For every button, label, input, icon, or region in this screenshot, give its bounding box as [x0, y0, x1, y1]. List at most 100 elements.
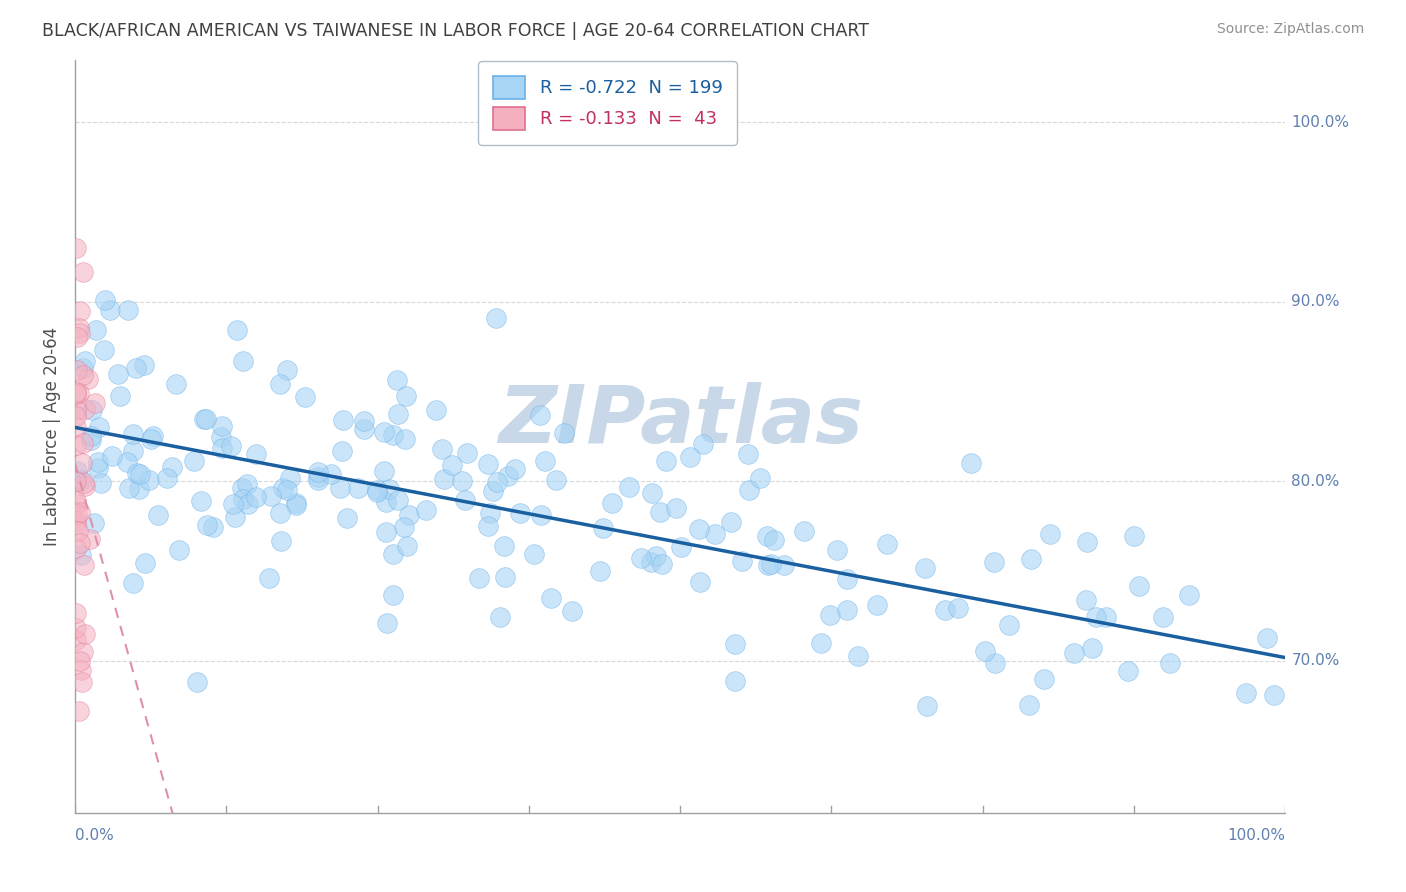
Point	[98, 302, 121, 317]
Point	[394, 389, 416, 403]
Point	[87, 420, 110, 434]
Point	[679, 450, 702, 464]
Point	[432, 442, 454, 457]
Point	[65, 497, 87, 511]
Point	[724, 637, 747, 651]
Point	[69, 320, 91, 334]
Point	[160, 460, 183, 475]
Point	[468, 570, 491, 584]
Point	[269, 506, 291, 520]
Point	[79, 429, 101, 443]
Legend: R = -0.722  N = 199, R = -0.133  N =  43: R = -0.722 N = 199, R = -0.133 N = 43	[478, 61, 737, 145]
Text: 0.0%: 0.0%	[75, 828, 114, 843]
Point	[80, 403, 103, 417]
Point	[235, 477, 257, 491]
Point	[827, 542, 849, 557]
Point	[72, 265, 94, 279]
Point	[486, 475, 509, 489]
Point	[66, 507, 89, 521]
Point	[118, 481, 141, 495]
Point	[818, 607, 841, 622]
Point	[139, 432, 162, 446]
Point	[69, 654, 91, 668]
Point	[915, 699, 938, 714]
Point	[382, 588, 405, 602]
Point	[720, 515, 742, 529]
Point	[269, 377, 291, 392]
Point	[998, 618, 1021, 632]
Point	[107, 367, 129, 381]
Point	[232, 353, 254, 368]
Point	[222, 497, 245, 511]
Point	[73, 402, 96, 417]
Point	[307, 469, 329, 483]
Point	[353, 414, 375, 428]
Text: 100.0%: 100.0%	[1227, 828, 1285, 843]
Point	[65, 633, 87, 648]
Point	[756, 529, 779, 543]
Point	[72, 645, 94, 659]
Point	[148, 508, 170, 522]
Point	[77, 372, 100, 386]
Point	[65, 494, 87, 508]
Point	[67, 385, 90, 400]
Point	[270, 534, 292, 549]
Point	[65, 402, 87, 417]
Point	[1159, 656, 1181, 670]
Point	[654, 454, 676, 468]
Text: 80.0%: 80.0%	[1292, 474, 1340, 489]
Point	[211, 441, 233, 455]
Point	[128, 482, 150, 496]
Point	[540, 591, 562, 606]
Point	[65, 514, 87, 528]
Point	[115, 455, 138, 469]
Point	[1152, 610, 1174, 624]
Point	[381, 428, 404, 442]
Point	[134, 556, 156, 570]
Point	[73, 475, 96, 490]
Point	[810, 636, 832, 650]
Point	[692, 437, 714, 451]
Point	[224, 509, 246, 524]
Point	[211, 419, 233, 434]
Point	[651, 557, 673, 571]
Point	[381, 548, 404, 562]
Point	[101, 449, 124, 463]
Point	[353, 422, 375, 436]
Point	[190, 494, 212, 508]
Point	[375, 616, 398, 631]
Point	[332, 413, 354, 427]
Point	[65, 517, 87, 532]
Point	[738, 483, 761, 497]
Point	[65, 475, 87, 489]
Point	[589, 564, 612, 578]
Point	[688, 523, 710, 537]
Point	[1256, 631, 1278, 645]
Point	[72, 368, 94, 382]
Point	[69, 505, 91, 519]
Point	[70, 663, 93, 677]
Point	[329, 481, 352, 495]
Point	[793, 524, 815, 538]
Point	[1081, 640, 1104, 655]
Point	[69, 473, 91, 487]
Point	[373, 464, 395, 478]
Point	[640, 555, 662, 569]
Point	[285, 496, 308, 510]
Point	[630, 551, 652, 566]
Point	[72, 675, 94, 690]
Point	[373, 425, 395, 439]
Y-axis label: In Labor Force | Age 20-64: In Labor Force | Age 20-64	[44, 326, 60, 546]
Point	[86, 455, 108, 469]
Point	[65, 241, 87, 255]
Point	[122, 576, 145, 591]
Point	[387, 492, 409, 507]
Point	[983, 555, 1005, 569]
Point	[387, 407, 409, 421]
Point	[66, 524, 89, 538]
Text: 100.0%: 100.0%	[1292, 115, 1350, 130]
Point	[65, 437, 87, 451]
Point	[1095, 610, 1118, 624]
Point	[245, 447, 267, 461]
Point	[1178, 588, 1201, 602]
